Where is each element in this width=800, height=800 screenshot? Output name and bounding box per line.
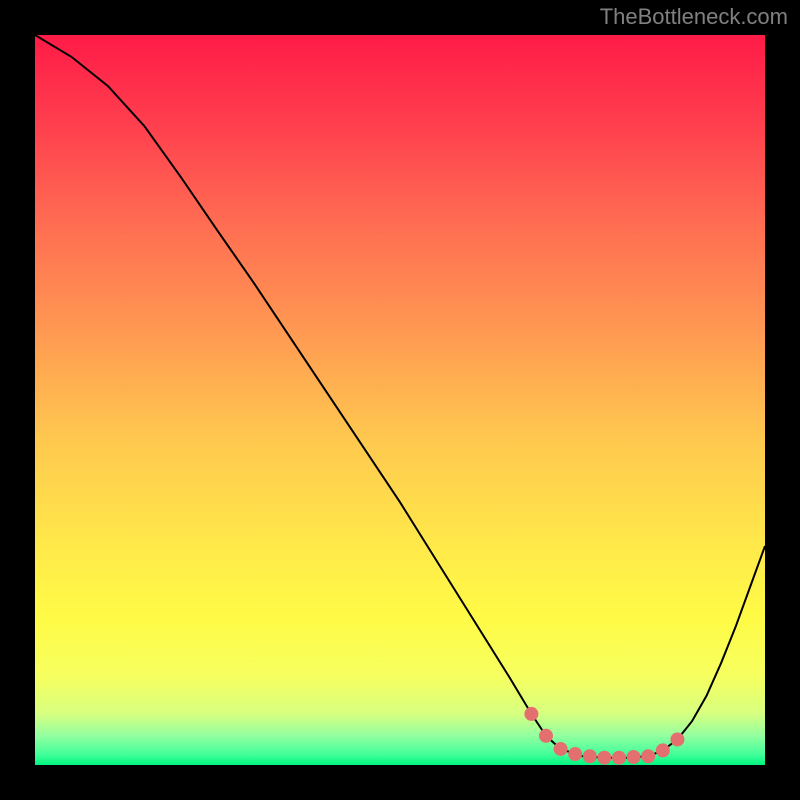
- chart-plot-area: [35, 35, 765, 765]
- highlight-dot: [539, 729, 553, 743]
- highlight-dot: [583, 749, 597, 763]
- highlight-dot: [670, 732, 684, 746]
- watermark-text: TheBottleneck.com: [600, 4, 788, 30]
- highlight-dot: [568, 747, 582, 761]
- highlight-dot: [627, 750, 641, 764]
- highlight-dot: [524, 707, 538, 721]
- highlight-dot: [597, 751, 611, 765]
- highlight-dots: [524, 707, 684, 765]
- highlight-dot: [554, 742, 568, 756]
- highlight-dot: [641, 749, 655, 763]
- curve-line: [35, 35, 765, 758]
- highlight-dot: [612, 751, 626, 765]
- highlight-dot: [656, 743, 670, 757]
- bottleneck-curve: [35, 35, 765, 765]
